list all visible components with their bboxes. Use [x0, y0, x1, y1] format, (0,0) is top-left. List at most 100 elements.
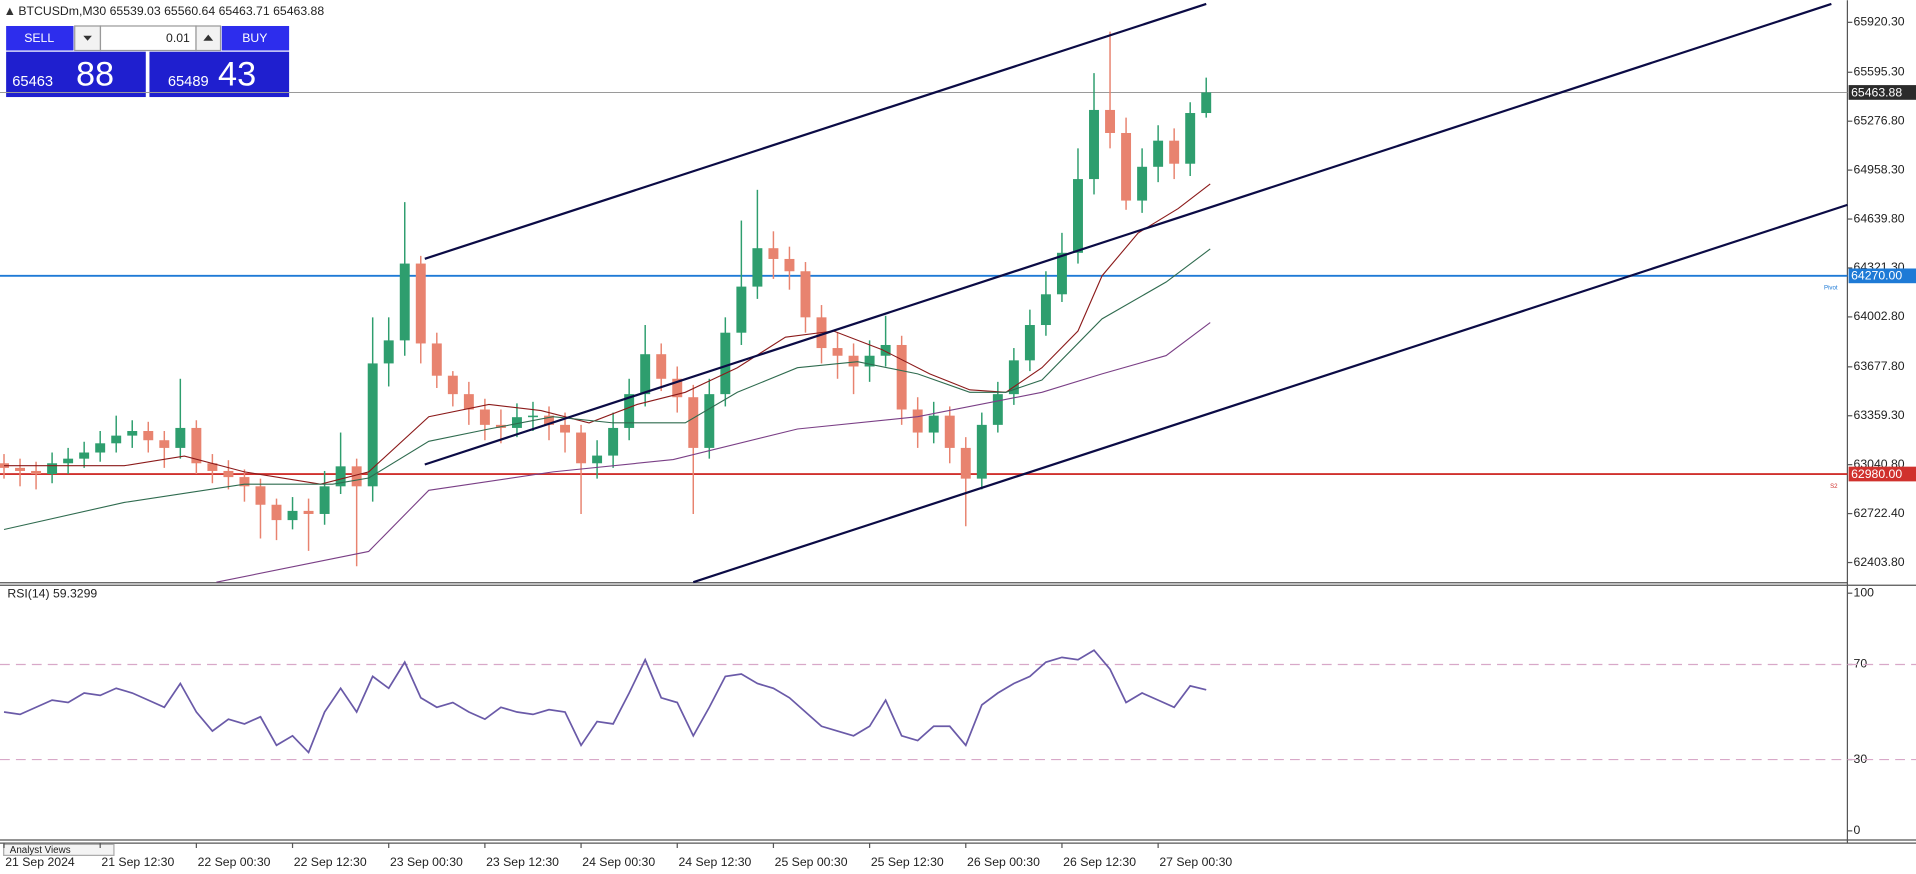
y-tick-label: 64958.30 [1854, 162, 1905, 176]
candle-body [1073, 179, 1083, 253]
y-tick-label: 64002.80 [1854, 309, 1905, 323]
candle-body [143, 431, 154, 441]
candle-body [1201, 92, 1212, 114]
candle-body [864, 355, 875, 367]
x-tick-label: 22 Sep 12:30 [294, 855, 367, 869]
price-level-box [1848, 268, 1916, 284]
buy-button[interactable] [221, 25, 290, 51]
bid-box[interactable] [6, 51, 146, 98]
chart-title: BTCUSDm,M30 65539.03 65560.64 65463.71 6… [18, 4, 324, 18]
candle-body [127, 431, 138, 436]
y-tick-label: 70 [1854, 657, 1868, 671]
y-tick-label: 63359.30 [1854, 408, 1905, 422]
candle-body [159, 440, 170, 448]
candle-body [608, 427, 619, 456]
candle-body [255, 486, 266, 505]
candle-body [1153, 140, 1164, 167]
candle-body [720, 332, 731, 395]
lot-input[interactable] [99, 25, 197, 52]
price-level-box [1848, 85, 1916, 100]
candle-body [479, 409, 490, 425]
candle-body [1105, 109, 1116, 133]
candle-body [576, 432, 587, 464]
tab-label: Analyst Views [10, 845, 71, 856]
price-level-label: 62980.00 [1851, 467, 1902, 481]
lot-up[interactable] [195, 25, 222, 52]
candle-body [287, 510, 298, 521]
candle-body [191, 427, 202, 464]
x-tick-label: 27 Sep 00:30 [1159, 855, 1232, 869]
candle-body [95, 443, 106, 453]
candle-body [111, 435, 122, 444]
x-tick-label: 25 Sep 00:30 [775, 855, 848, 869]
candle-body [63, 458, 74, 464]
bid-price: 65463 [12, 74, 53, 90]
moving-average [3, 248, 1211, 531]
x-tick-label: 21 Sep 12:30 [101, 855, 174, 869]
x-tick-label: 21 Sep 2024 [5, 855, 75, 869]
candle-body [447, 375, 458, 395]
y-tick-label: 65595.30 [1854, 64, 1905, 78]
trendline [424, 2, 1832, 466]
candle-body [544, 415, 554, 425]
candle-body [848, 355, 859, 367]
price-level-name: Pivot [1824, 285, 1838, 292]
price-level-name: S2 [1830, 483, 1838, 490]
candle-body [752, 248, 763, 287]
candle-body [15, 467, 26, 471]
candle-body [303, 510, 314, 514]
ask-price: 65489 [168, 74, 209, 90]
x-tick-label: 24 Sep 00:30 [582, 855, 655, 869]
price-level-label: 65463.88 [1851, 85, 1902, 99]
x-tick-label: 26 Sep 12:30 [1063, 855, 1136, 869]
candle-body [624, 394, 635, 428]
buy-label: BUY [242, 31, 267, 45]
candle-body [704, 394, 715, 448]
ask-box[interactable] [149, 51, 290, 98]
y-tick-label: 63677.80 [1854, 359, 1905, 373]
candle-body [271, 504, 282, 521]
trendline [424, 2, 1207, 260]
x-tick-label: 22 Sep 00:30 [198, 855, 271, 869]
candle-body [1008, 360, 1019, 395]
candle-body [207, 463, 218, 471]
tab[interactable] [3, 843, 115, 856]
x-tick-label: 23 Sep 00:30 [390, 855, 463, 869]
candle-body [31, 470, 42, 475]
candle-body [912, 409, 923, 433]
candle-body [768, 248, 779, 259]
trendline [692, 203, 1848, 584]
candle-body [415, 263, 426, 344]
lot-value: 0.01 [166, 31, 190, 45]
candle-body [976, 424, 987, 479]
candle-body [928, 415, 939, 433]
plot [0, 31, 1212, 567]
candle-body [223, 470, 234, 478]
y-tick-label: 65276.80 [1854, 113, 1905, 127]
sell-button[interactable] [6, 25, 74, 51]
candle-body [367, 363, 378, 487]
candle-body [944, 415, 955, 448]
candle-body [1056, 252, 1067, 295]
candle-body [239, 477, 250, 487]
moving-average [216, 322, 1211, 583]
y-tick-label: 0 [1854, 823, 1861, 837]
candle-body [319, 486, 330, 514]
y-tick-label: 100 [1854, 585, 1875, 599]
collapse-icon[interactable] [6, 7, 14, 15]
candle-body [960, 447, 971, 479]
price-level-box [1848, 466, 1916, 482]
candle-body [560, 424, 571, 433]
y-tick-label: 62722.40 [1854, 506, 1905, 520]
candle-body [1089, 109, 1099, 180]
candle-body [1121, 132, 1132, 201]
candle-body [431, 343, 442, 376]
ask-pips: 43 [218, 55, 256, 93]
y-tick-label: 30 [1854, 752, 1868, 766]
candle-body [1024, 325, 1035, 361]
candle-body [736, 286, 747, 333]
candle-body [784, 258, 795, 272]
